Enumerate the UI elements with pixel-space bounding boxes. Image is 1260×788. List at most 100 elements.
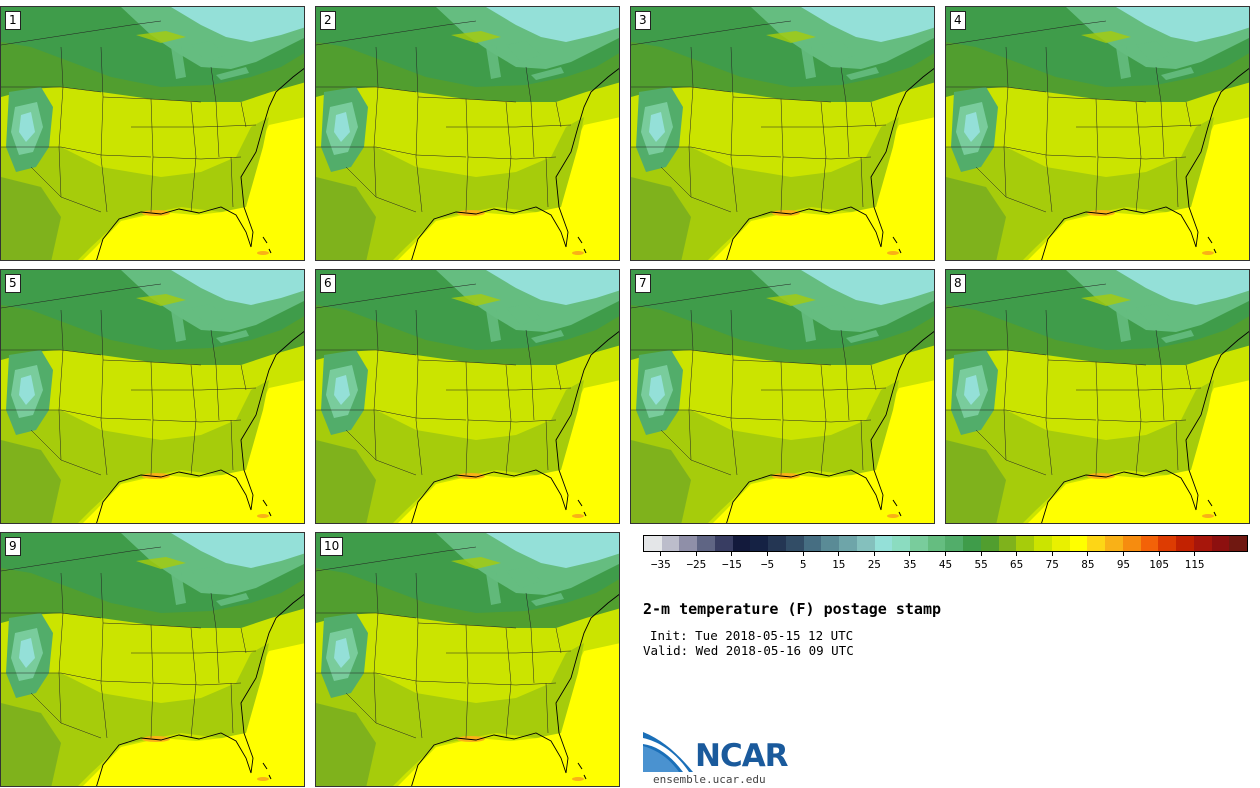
member-number-label: 10 [320,537,344,556]
colorbar-swatch [732,536,751,551]
colorbar-swatch [785,536,804,551]
ncar-swoosh-icon [643,732,693,772]
colorbar-swatch [644,536,662,551]
colorbar-swatch [1158,536,1177,551]
colorbar-swatch [856,536,875,551]
colorbar-tick-label: −5 [760,558,775,571]
colorbar-swatch [821,536,840,551]
colorbar-tick-mark [1016,552,1018,556]
member-number-label: 3 [635,11,651,30]
temperature-map [631,270,934,523]
colorbar-tick-label: 15 [832,558,846,571]
member-number-label: 6 [320,274,336,293]
ncar-logo-text: NCAR [695,738,789,774]
colorbar-swatch [714,536,733,551]
colorbar-swatch [998,536,1017,551]
temperature-map [946,270,1249,523]
init-time: Init: Tue 2018-05-15 12 UTC [650,628,854,643]
colorbar-swatch [980,536,999,551]
ensemble-member-map: 4 [945,6,1250,261]
colorbar-swatch [945,536,964,551]
temperature-map [631,7,934,260]
temperature-map [316,270,619,523]
colorbar-swatch [1087,536,1106,551]
colorbar-tick-label: 75 [1045,558,1059,571]
colorbar-tick-label: −15 [722,558,742,571]
colorbar-swatch [768,536,786,551]
member-number-label: 2 [320,11,336,30]
colorbar-tick-label: 85 [1081,558,1095,571]
colorbar-tick-mark [1194,552,1196,556]
colorbar-swatch [1034,536,1052,551]
temperature-map [1,270,304,523]
colorbar-tick-mark [980,552,982,556]
ensemble-member-map: 8 [945,269,1250,524]
colorbar-tick-label: 35 [903,558,917,571]
member-number-label: 4 [950,11,966,30]
member-number-label: 7 [635,274,651,293]
colorbar-tick-mark [802,552,804,556]
colorbar-tick-label: −35 [650,558,671,571]
ensemble-member-map: 10 [315,532,620,787]
valid-time: Valid: Wed 2018-05-16 09 UTC [643,643,854,658]
ensemble-member-map: 5 [0,269,305,524]
colorbar-tick-mark [767,552,769,556]
colorbar-swatch [1176,536,1194,551]
colorbar-swatch [927,536,946,551]
colorbar-tick-label: −25 [686,558,707,571]
colorbar-tick-mark [1051,552,1053,556]
colorbar-tick-mark [1122,552,1124,556]
colorbar-tick-label: 105 [1149,558,1169,571]
ncar-logo: NCAR ensemble.ucar.edu [643,730,803,786]
colorbar-tick-mark [838,552,840,556]
colorbar-tick-label: 5 [799,558,807,571]
member-number-label: 1 [5,11,21,30]
colorbar-tick-mark [1087,552,1089,556]
colorbar-swatch [1105,536,1123,551]
temperature-colorbar: −35 −25 −15 −5 5 15 25 35 45 55 65 75 85 95 105 115 [643,535,1248,575]
ensemble-member-map: 1 [0,6,305,261]
colorbar-swatch [1122,536,1141,551]
ensemble-member-map: 7 [630,269,935,524]
colorbar-tick-label: 25 [867,558,881,571]
ensemble-member-map: 6 [315,269,620,524]
colorbar-tick-mark [731,552,733,556]
colorbar-swatch [750,536,769,551]
colorbar-swatch [1016,536,1035,551]
ensemble-member-map: 9 [0,532,305,787]
colorbar-strip [643,535,1248,552]
colorbar-tick-mark [909,552,911,556]
temperature-map [316,533,619,786]
colorbar-swatch [679,536,698,551]
colorbar-swatch [803,536,822,551]
temperature-map [1,7,304,260]
colorbar-tick-mark [1158,552,1160,556]
member-number-label: 8 [950,274,966,293]
colorbar-swatch [1193,536,1212,551]
colorbar-swatch [839,536,857,551]
colorbar-swatch [874,536,893,551]
colorbar-tick-label: 115 [1184,558,1205,571]
colorbar-tick-label: 45 [938,558,953,571]
chart-title: 2-m temperature (F) postage stamp [643,600,942,618]
temperature-map [1,533,304,786]
colorbar-tick-label: 65 [1010,558,1024,571]
member-number-label: 9 [5,537,21,556]
member-number-label: 5 [5,274,21,293]
colorbar-swatch [661,536,680,551]
colorbar-ticks: −35 −25 −15 −5 5 15 25 35 45 55 65 75 85 95 105 115 [643,552,1248,572]
ensemble-member-map: 3 [630,6,935,261]
colorbar-swatch [1211,536,1230,551]
colorbar-swatch [1140,536,1159,551]
colorbar-swatch [892,536,911,551]
colorbar-swatch [697,536,715,551]
colorbar-swatch [1051,536,1070,551]
ncar-url: ensemble.ucar.edu [653,773,766,786]
colorbar-tick-label: 55 [974,558,988,571]
temperature-map [946,7,1249,260]
colorbar-tick-mark [660,552,662,556]
colorbar-tick-label: 95 [1116,558,1131,571]
ensemble-member-map: 2 [315,6,620,261]
colorbar-swatch [910,536,928,551]
colorbar-tick-mark [873,552,875,556]
